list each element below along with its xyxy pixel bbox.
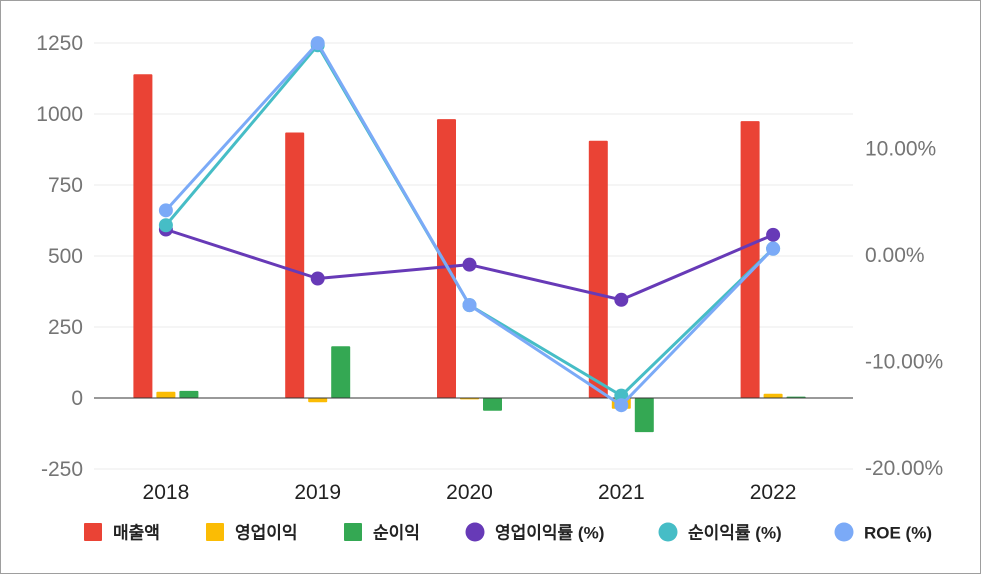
left-y-tick-label: 500: [48, 245, 83, 268]
bar-2022: [740, 121, 760, 398]
x-axis-ticks: 2018 2019 2020 2021 2022: [143, 481, 797, 504]
left-y-tick-label: 1000: [36, 103, 83, 126]
series-point-2020: [462, 298, 477, 313]
bar-2020: [437, 119, 456, 398]
legend-swatch: [344, 523, 362, 541]
right-y-tick-label: 0.00%: [865, 244, 925, 267]
series-point-2021: [614, 292, 629, 307]
line-series: [158, 36, 781, 413]
right-y-tick-label: -20.00%: [865, 457, 943, 480]
x-tick-label: 2019: [294, 481, 341, 504]
legend-label: 매출액: [113, 524, 160, 543]
legend: 매출액 영업이익 순이익 영업이익률 (%) 순이익률 (%) ROE (%): [84, 522, 932, 543]
bar-2018: [133, 74, 153, 399]
x-tick-label: 2021: [598, 481, 645, 504]
bar-2021: [634, 398, 654, 433]
series-point-2018: [158, 203, 173, 218]
x-tick-label: 2022: [750, 481, 797, 504]
left-y-tick-label: 250: [48, 316, 83, 339]
legend-swatch: [206, 523, 224, 541]
legend-label: 영업이익률 (%): [495, 524, 604, 543]
right-y-tick-label: 10.00%: [865, 138, 936, 161]
right-y-tick-label: -10.00%: [865, 351, 943, 374]
right-y-axis-ticks: 10.00% 0.00% -10.00% -20.00%: [865, 138, 943, 481]
bar-2019: [285, 132, 305, 398]
bar-series: [133, 74, 806, 433]
series-point-2020: [462, 257, 477, 272]
bar-2022: [763, 393, 783, 398]
legend-swatch: [84, 523, 102, 541]
series-point-2019: [310, 271, 325, 286]
series-point-2021: [614, 398, 629, 413]
series-line: [164, 41, 775, 407]
legend-swatch: [465, 522, 485, 542]
x-tick-label: 2020: [446, 481, 493, 504]
legend-swatch: [834, 522, 854, 542]
legend-label: 순이익: [373, 524, 420, 543]
x-tick-label: 2018: [143, 481, 190, 504]
left-y-tick-label: -250: [41, 458, 83, 481]
bar-2020: [483, 398, 502, 411]
legend-label: 순이익률 (%): [688, 524, 782, 543]
bar-2019: [331, 346, 351, 398]
bar-2018: [156, 391, 176, 398]
bar-2018: [179, 390, 199, 398]
left-y-axis-ticks: 1250 1000 750 500 250 0 -250: [36, 32, 83, 481]
legend-label: 영업이익: [235, 524, 298, 543]
legend-label: ROE (%): [864, 524, 932, 543]
series-point-2022: [766, 241, 781, 256]
legend-swatch: [658, 522, 678, 542]
series-point-2022: [766, 227, 781, 242]
series-point-2019: [310, 36, 325, 51]
bar-2021: [588, 140, 608, 399]
series-point-2018: [158, 218, 173, 233]
left-y-tick-label: 1250: [36, 32, 83, 55]
bar-2019: [308, 398, 328, 403]
series-point-2021: [614, 388, 629, 403]
gridlines: [94, 42, 853, 470]
left-y-tick-label: 750: [48, 174, 83, 197]
left-y-tick-label: 0: [71, 387, 83, 410]
